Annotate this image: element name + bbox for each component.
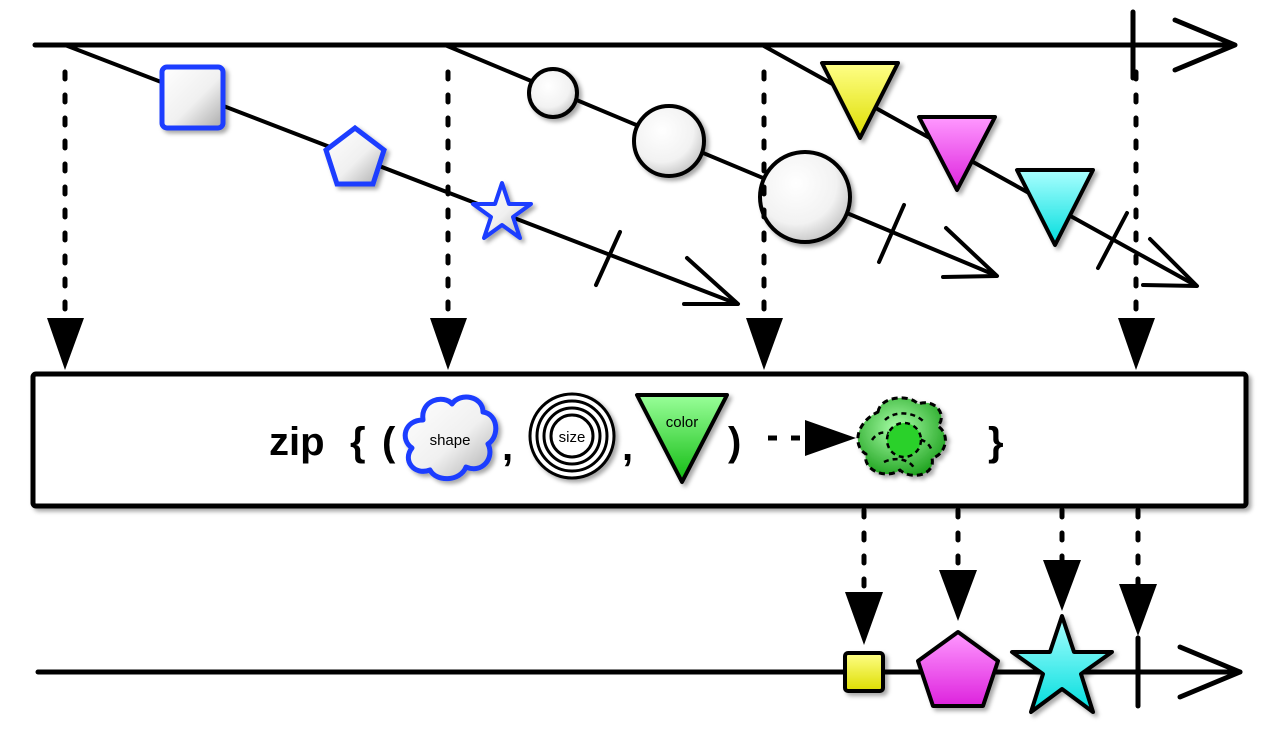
input-arrows: [47, 69, 1155, 370]
output-arrow-3: [1043, 507, 1081, 611]
colors-stream-completion-mark: [1096, 211, 1129, 270]
operator-name: zip: [269, 420, 325, 464]
arg-comma-2: ,: [622, 425, 633, 469]
output-arrows: [845, 507, 1157, 645]
source-timeline: [32, 9, 1238, 81]
medium-circle-marble: [632, 104, 706, 178]
close-brace: }: [988, 420, 1004, 464]
open-paren: (: [382, 420, 396, 464]
cyan-large-star-marble: [1010, 614, 1114, 714]
output-arrow-1: [845, 507, 883, 645]
green-triangle-icon: [635, 393, 729, 484]
green-dashed-blob-icon: [856, 396, 947, 477]
cloud-shape-icon: [402, 394, 499, 482]
sizes-subscribe-arrow: [430, 69, 467, 370]
close-paren: ): [728, 420, 741, 464]
blue-star-marble: [471, 181, 533, 240]
small-circle-marble: [527, 67, 579, 119]
cyan-triangle-marble: [1015, 168, 1095, 247]
sizes-stream-completion-mark: [877, 203, 906, 264]
output-arrow-completion: [1119, 507, 1157, 636]
arg-comma-1: ,: [502, 425, 513, 469]
color-arg-label: color: [666, 414, 699, 431]
zip-result-arrow: [768, 420, 856, 456]
sizes-stream-line: [443, 43, 999, 279]
yellow-triangle-marble: [820, 61, 900, 140]
magenta-medium-pentagon-marble: [916, 630, 1000, 708]
zip-operator-box: zip { ( shape , size , color ): [30, 371, 1249, 509]
shapes-subscribe-arrow: [47, 69, 84, 370]
yellow-small-square-marble: [843, 651, 885, 693]
size-arg-label: size: [559, 429, 586, 446]
open-brace: {: [350, 420, 366, 464]
sizes-stream-items: [527, 67, 852, 244]
blue-square-marble: [159, 64, 226, 131]
colors-subscribe-arrow: [746, 69, 783, 370]
magenta-triangle-marble: [917, 115, 997, 192]
concentric-circles-icon: [528, 392, 616, 480]
completion-subscribe-arrow: [1118, 69, 1155, 370]
shape-arg-label: shape: [430, 432, 471, 449]
blue-pentagon-marble: [323, 124, 387, 187]
shapes-stream-items: [159, 64, 533, 240]
output-items: [843, 614, 1114, 714]
colors-stream-items: [820, 61, 1095, 247]
large-circle-marble: [758, 150, 852, 244]
output-arrow-2: [939, 507, 977, 621]
shapes-stream-completion-mark: [594, 230, 622, 287]
